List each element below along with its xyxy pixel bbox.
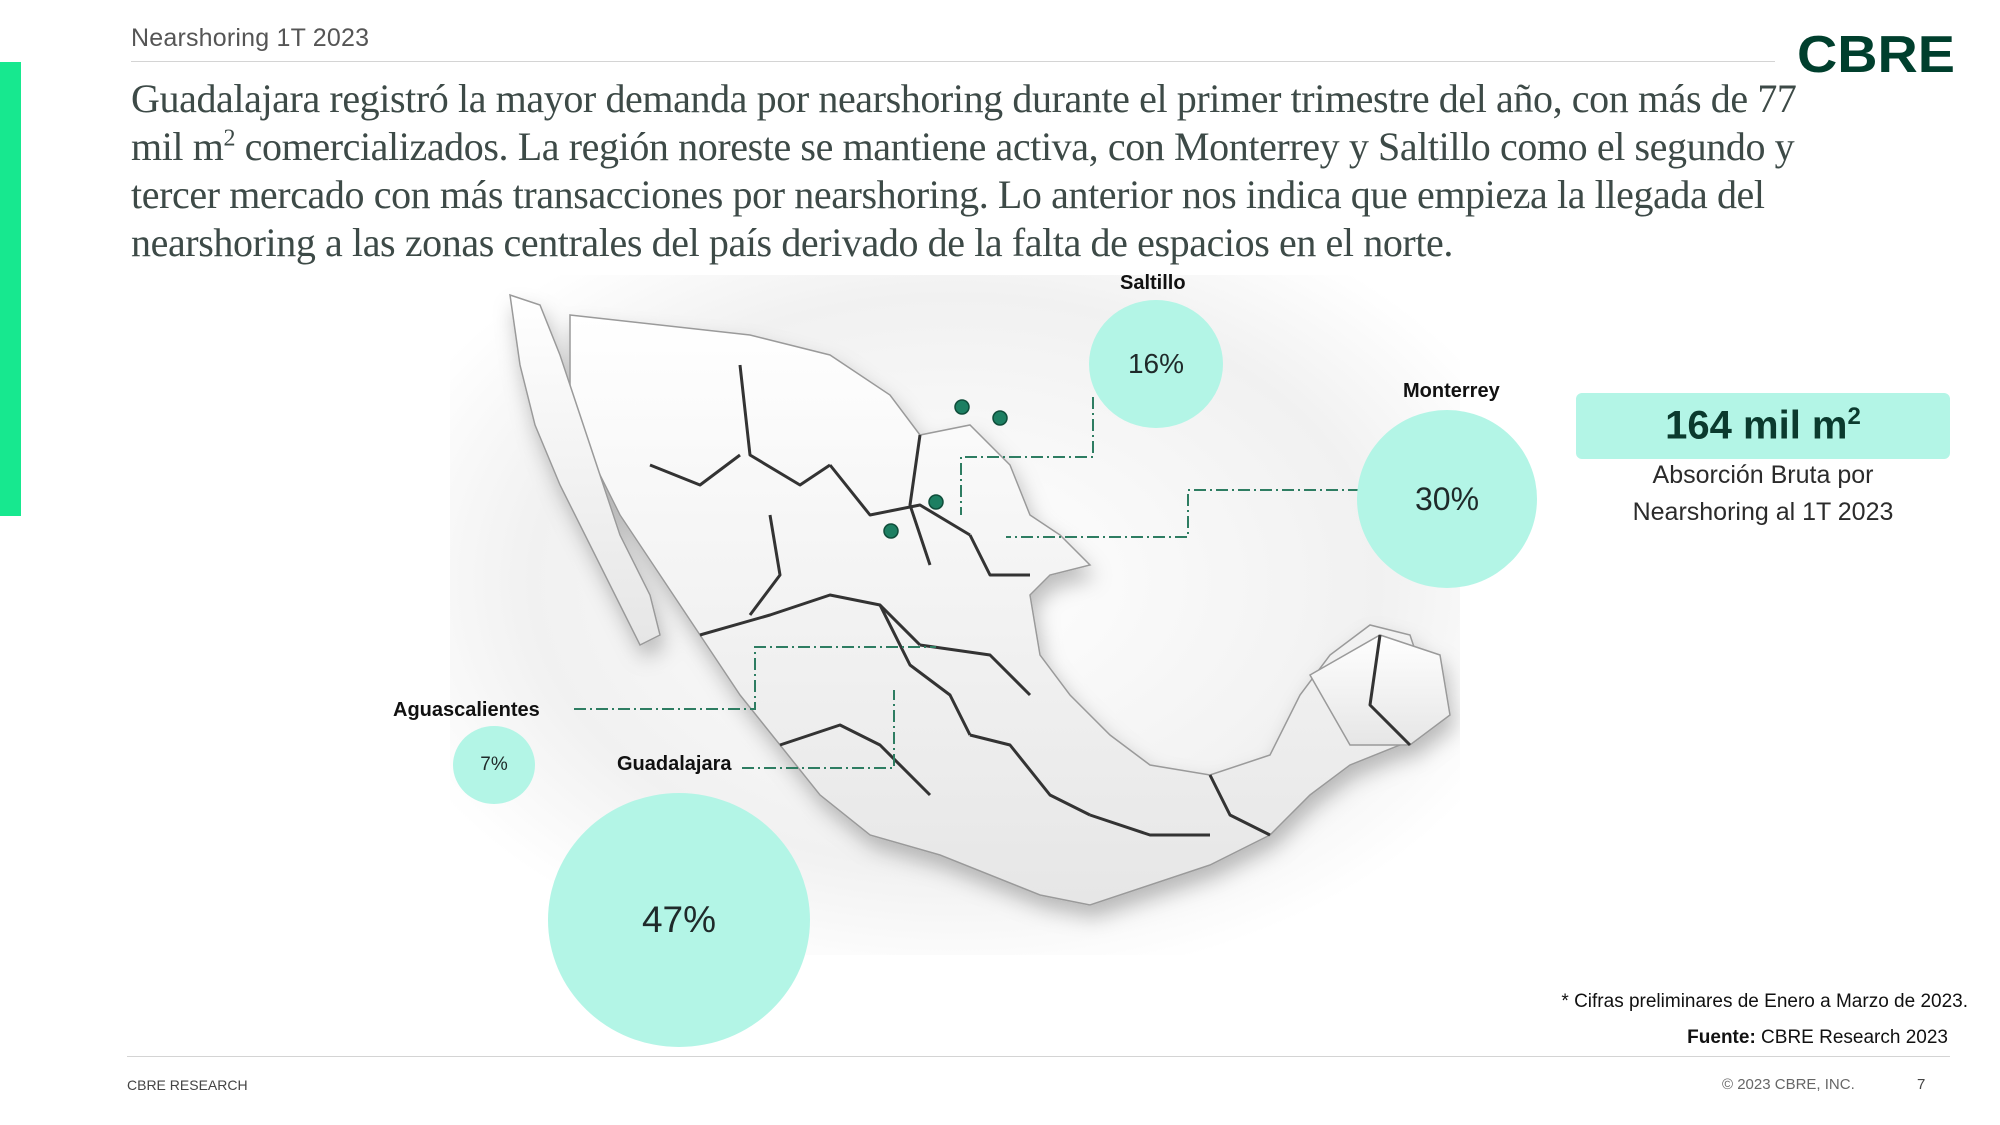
marker-aguascalientes (928, 494, 944, 510)
kpi-value: 164 mil m2 (1665, 403, 1861, 448)
copyright: © 2023 CBRE, INC. (1722, 1076, 1855, 1093)
baja-california-shape (509, 293, 661, 647)
headline-line-3: tercer mercado con más transacciones por… (131, 172, 1765, 217)
marker-monterrey (992, 410, 1008, 426)
mainland-shape (569, 314, 1431, 906)
header-divider (131, 61, 1775, 62)
footnote: * Cifras preliminares de Enero a Marzo d… (1561, 991, 1968, 1012)
city-label-aguascalientes: Aguascalientes (393, 699, 540, 721)
marker-guadalajara (883, 523, 899, 539)
bubble-value-guadalajara: 47% (641, 899, 717, 940)
logo-text: CBRE (1797, 26, 1955, 80)
headline: Guadalajara registró la mayor demanda po… (131, 75, 1891, 267)
source: Fuente: CBRE Research 2023 (1687, 1027, 1948, 1048)
bubble-value-monterrey: 30% (1414, 480, 1480, 517)
leader-saltillo (960, 397, 1094, 515)
leader-aguascalientes (574, 646, 936, 710)
cbre-logo: CBRE (1797, 26, 1955, 80)
headline-line-4: nearshoring a las zonas centrales del pa… (131, 220, 1454, 265)
footer-divider (127, 1056, 1950, 1057)
bubble-guadalajara: 47% (548, 793, 810, 1047)
bubble-value-saltillo: 16% (1127, 348, 1185, 379)
kpi-caption: Absorción Bruta por Nearshoring al 1T 20… (1576, 457, 1950, 531)
city-label-saltillo: Saltillo (1120, 272, 1186, 294)
city-label-monterrey: Monterrey (1403, 380, 1500, 402)
page-number: 7 (1917, 1076, 1926, 1093)
footer-label: CBRE RESEARCH (127, 1077, 248, 1093)
leader-guadalajara (742, 690, 895, 769)
bubble-saltillo: 16% (1089, 300, 1223, 428)
leader-monterrey (1006, 489, 1360, 538)
kpi-caption-line-1: Absorción Bruta por (1652, 461, 1874, 489)
state-borders (649, 364, 1412, 837)
bubble-monterrey: 30% (1357, 410, 1537, 588)
marker-saltillo (954, 399, 970, 415)
headline-line-1: Guadalajara registró la mayor demanda po… (131, 76, 1797, 121)
headline-line-2: mil m2 comercializados. La región norest… (131, 124, 1795, 169)
city-label-guadalajara: Guadalajara (617, 753, 732, 775)
bubble-value-aguascalientes: 7% (480, 754, 508, 775)
accent-bar (0, 62, 21, 516)
section-title: Nearshoring 1T 2023 (131, 24, 370, 52)
bubble-aguascalientes: 7% (453, 726, 535, 804)
kpi-caption-line-2: Nearshoring al 1T 2023 (1632, 498, 1894, 526)
kpi-box: 164 mil m2 (1576, 393, 1950, 459)
